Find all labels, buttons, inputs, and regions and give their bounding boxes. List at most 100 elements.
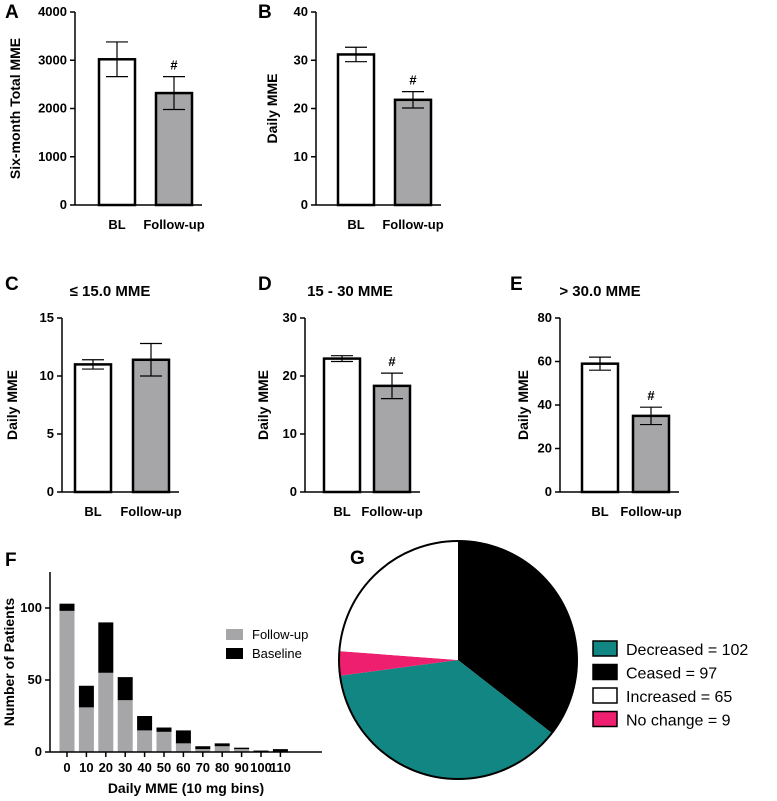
panel-title: > 30.0 MME xyxy=(559,283,640,300)
panel-label: B xyxy=(258,2,272,23)
bar-bl xyxy=(322,357,362,494)
significance-mark: # xyxy=(647,388,655,403)
legend-label: No change = 9 xyxy=(626,713,731,730)
x-tick-label: 0 xyxy=(63,760,70,775)
y-tick-label: 1000 xyxy=(38,149,67,164)
y-tick-label: 0 xyxy=(60,197,67,212)
x-tick-label: 90 xyxy=(234,760,248,775)
y-tick-label: 40 xyxy=(538,397,552,412)
y-tick-label: 30 xyxy=(283,310,297,325)
legend-swatch-decreased xyxy=(592,640,618,657)
significance-mark: # xyxy=(388,354,396,369)
bar-follow-up xyxy=(372,384,412,494)
x-axis-label: Daily MME (10 mg bins) xyxy=(108,780,264,796)
y-tick-label: 0 xyxy=(290,484,297,499)
bar-follow-up xyxy=(393,98,433,207)
y-tick-label: 2000 xyxy=(38,101,67,116)
panel-label: E xyxy=(510,274,523,295)
x-tick-label: 100 xyxy=(250,760,272,775)
panel-g: G Decreased = 102 Ceased = 97 Increased = 6… xyxy=(338,540,748,780)
panel-a: A BL # Follow-up 0 1000 2000 3000 4000 Six-month … xyxy=(5,2,205,232)
x-tick-label: 60 xyxy=(176,760,190,775)
category-label: BL xyxy=(84,504,101,519)
panel-label: F xyxy=(5,550,17,571)
bar-follow-up-80 xyxy=(214,746,230,752)
y-tick-label: 10 xyxy=(40,368,54,383)
category-label: Follow-up xyxy=(361,504,422,519)
pie-slice-no-change xyxy=(339,651,458,676)
y-tick-label: 5 xyxy=(47,426,54,441)
bar-baseline-10 xyxy=(78,685,94,708)
panel-title: ≤ 15.0 MME xyxy=(70,283,151,300)
bar-baseline-60 xyxy=(175,730,191,744)
y-tick-label: 0 xyxy=(47,484,54,499)
category-label: BL xyxy=(591,504,608,519)
panel-label: G xyxy=(350,548,365,569)
category-label: Follow-up xyxy=(143,217,204,232)
category-label: Follow-up xyxy=(120,504,181,519)
legend-label: Baseline xyxy=(252,646,302,661)
y-tick-label: 3000 xyxy=(38,52,67,67)
category-label: BL xyxy=(108,217,125,232)
y-tick-label: 0 xyxy=(35,744,42,759)
x-tick-label: 70 xyxy=(196,760,210,775)
bar-follow-up-10 xyxy=(78,707,94,752)
x-tick-label: 40 xyxy=(137,760,151,775)
legend-label: Increased = 65 xyxy=(626,689,732,706)
bar-follow-up-20 xyxy=(98,672,114,752)
panel-e: E > 30.0 MME BL # Follow-up 0 20 40 60 80 Daily MM… xyxy=(510,274,682,519)
panel-c: C ≤ 15.0 MME BL Follow-up 0 5 10 15 Daily MME xyxy=(4,274,182,519)
bar-follow-up xyxy=(131,358,171,494)
y-tick-label: 100 xyxy=(20,600,42,615)
x-tick-label: 110 xyxy=(270,760,291,775)
category-label: BL xyxy=(333,504,350,519)
legend-swatch-increased xyxy=(592,687,618,704)
bar-bl xyxy=(336,53,376,207)
bar-bl xyxy=(73,363,113,494)
x-tick-label: 10 xyxy=(79,760,93,775)
y-tick-label: 50 xyxy=(28,672,42,687)
y-tick-label: 20 xyxy=(283,368,297,383)
legend-swatch-ceased xyxy=(592,663,618,681)
x-tick-label: 80 xyxy=(215,760,229,775)
bar-baseline-40 xyxy=(137,716,153,731)
pie-slice-ceased xyxy=(458,541,577,734)
bar-follow-up-30 xyxy=(117,700,133,752)
bar-follow-up-40 xyxy=(137,730,153,752)
y-axis-label: Number of Patients xyxy=(1,598,17,727)
y-tick-label: 20 xyxy=(538,441,552,456)
bar-baseline-90 xyxy=(234,747,250,750)
bar-follow-up xyxy=(154,91,194,207)
legend-swatch-baseline xyxy=(226,648,243,659)
bar-baseline-80 xyxy=(214,743,230,747)
bar-follow-up-60 xyxy=(175,743,191,752)
legend-label: Follow-up xyxy=(252,627,308,642)
y-tick-label: 20 xyxy=(294,101,308,116)
bar-baseline-110 xyxy=(272,749,288,752)
bar-bl xyxy=(580,362,620,494)
category-label: Follow-up xyxy=(382,217,443,232)
y-axis-label: Six-month Total MME xyxy=(7,38,23,179)
y-axis-label: Daily MME xyxy=(515,370,531,440)
significance-mark: # xyxy=(409,73,417,88)
bar-baseline-0 xyxy=(59,603,75,611)
x-tick-label: 50 xyxy=(157,760,171,775)
y-tick-label: 80 xyxy=(538,310,552,325)
y-axis-label: Daily MME xyxy=(264,73,280,143)
bar-follow-up-70 xyxy=(195,749,211,752)
bar-baseline-20 xyxy=(98,622,114,673)
panel-d: D 15 - 30 MME BL # Follow-up 0 10 20 30 Daily MME xyxy=(255,274,423,519)
pie-slice-decreased xyxy=(340,660,552,779)
y-tick-label: 15 xyxy=(40,310,54,325)
bar-follow-up-90 xyxy=(234,749,250,752)
x-tick-label: 30 xyxy=(118,760,132,775)
panel-b: B BL # Follow-up 0 10 20 30 40 Daily MME xyxy=(258,2,444,232)
bar-baseline-30 xyxy=(117,677,133,701)
panel-label: C xyxy=(5,274,19,295)
legend-label: Decreased = 102 xyxy=(626,642,748,659)
y-tick-label: 0 xyxy=(301,197,308,212)
bar-follow-up-0 xyxy=(59,610,75,752)
panel-label: A xyxy=(5,2,19,23)
